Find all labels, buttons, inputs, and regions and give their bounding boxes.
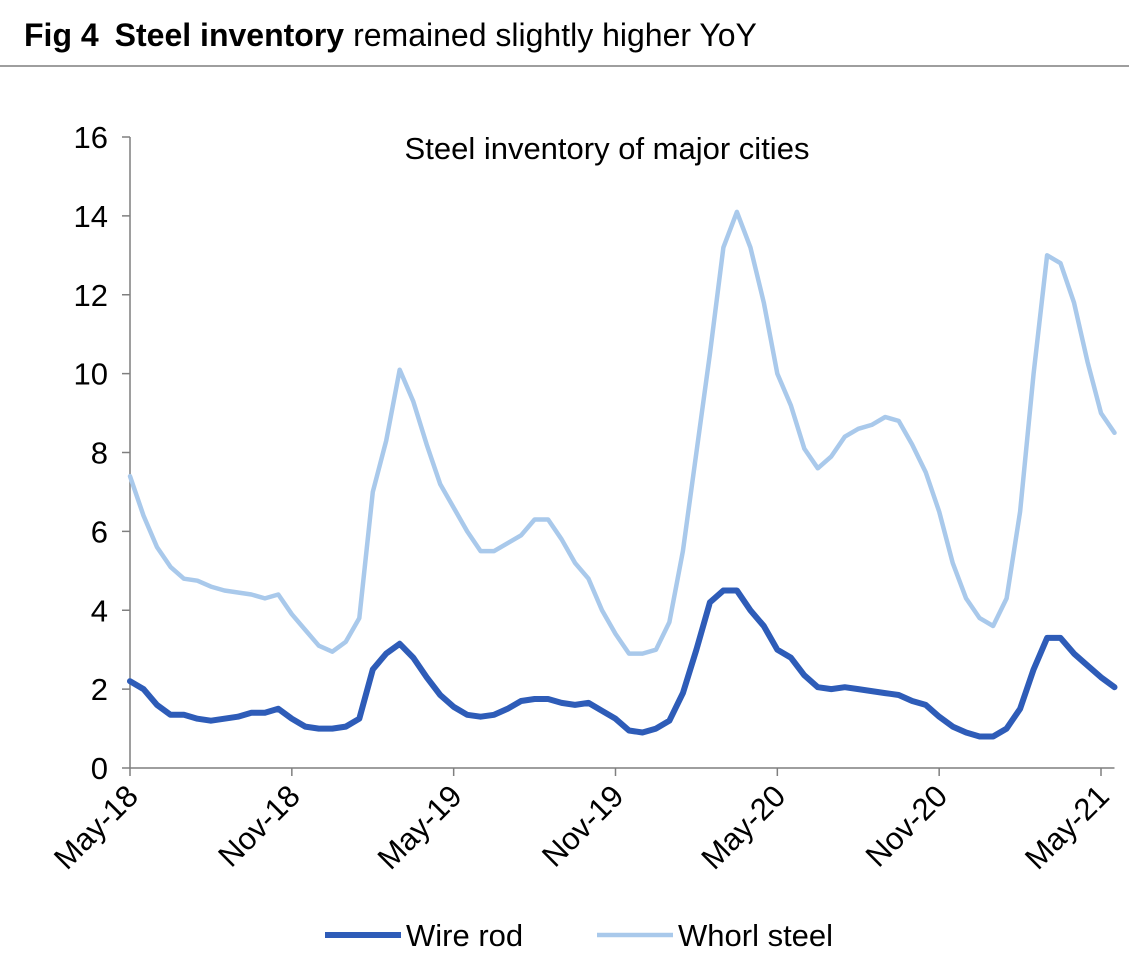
y-tick-label: 6 [91,514,108,549]
x-tick-label: Nov-18 [211,778,306,873]
x-tick-label: May-21 [1018,778,1116,876]
x-tick-label: Nov-20 [859,778,954,873]
x-tick-label: May-19 [371,778,469,876]
x-tick-label: May-18 [47,778,145,876]
y-tick-label: 10 [74,357,108,392]
y-tick-label: 0 [91,751,108,786]
legend-label: Whorl steel [678,918,833,953]
y-tick-label: 14 [74,199,108,234]
chart-title: Steel inventory of major cities [405,131,810,166]
y-tick-label: 2 [91,672,108,707]
figure-title-text: remained slightly higher YoY [353,17,757,53]
y-tick-label: 4 [91,593,108,628]
figure-title: Fig 4 Steel inventory remained slightly hi… [24,17,757,53]
x-tick-label: Nov-19 [535,778,630,873]
series-line [127,587,1118,740]
y-tick-label: 16 [74,120,108,155]
y-tick-label: 12 [74,278,108,313]
legend-label: Wire rod [406,918,523,953]
figure-title-bold: Steel inventory [115,17,345,53]
series-line [127,209,1117,656]
x-tick-label: May-20 [694,778,792,876]
y-tick-label: 8 [91,436,108,471]
figure-label: Fig 4 [24,17,99,53]
